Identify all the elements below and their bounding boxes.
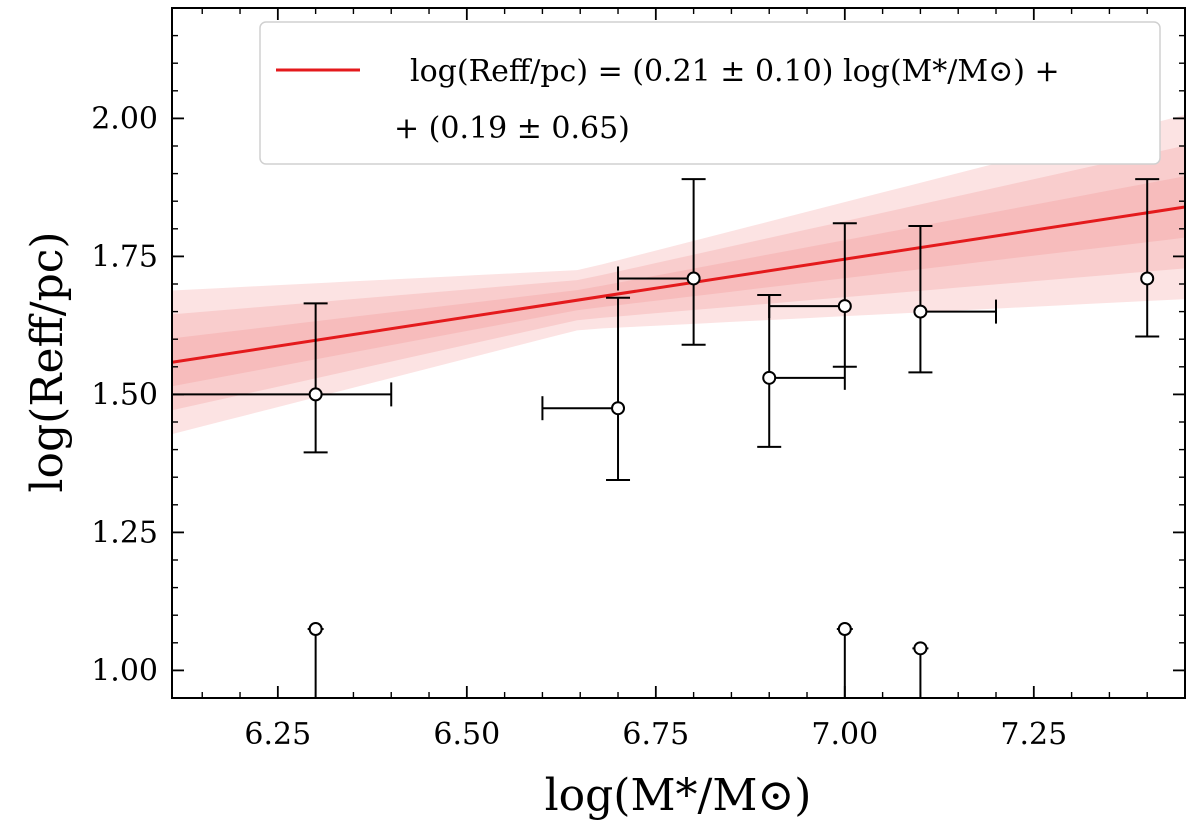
x-tick-label: 7.00 [811, 717, 878, 752]
data-point-5 [768, 222, 857, 368]
fit-line [172, 205, 1185, 364]
data-marker [308, 387, 323, 402]
legend: log(Reff/pc) = (0.21 ± 0.10) log(M*/M⊙) … [259, 21, 1161, 165]
legend-box [259, 21, 1161, 165]
limit-marker [913, 641, 928, 656]
limit-marker [308, 622, 323, 636]
y-tick-label: 2.00 [91, 101, 158, 136]
limit-marker [837, 622, 852, 636]
data-point-3 [617, 178, 706, 346]
upper-limit-points [307, 622, 929, 698]
x-tick-label: 6.50 [433, 717, 500, 752]
fit-line-group [172, 205, 1185, 364]
x-tick-label: 7.25 [1000, 717, 1067, 752]
tick-labels: 6.25 6.50 6.75 7.00 7.25 1.00 1.25 1.50 1.75 2.00 [91, 101, 1067, 752]
upper-limit-1 [307, 622, 324, 698]
y-tick-label: 1.00 [91, 653, 158, 688]
y-tick-label: 1.50 [91, 377, 158, 412]
data-marker [837, 299, 852, 314]
confidence-band-1 [172, 176, 1185, 387]
data-point-7 [1135, 178, 1160, 338]
data-point-2 [541, 296, 631, 481]
data-point-6 [908, 225, 998, 374]
x-axis-label: log(M*/M⊙) [545, 770, 812, 821]
axis-ticks [172, 7, 1186, 698]
data-marker [762, 370, 777, 385]
data-marker [1140, 271, 1155, 286]
x-tick-label: 6.25 [244, 717, 311, 752]
data-marker [686, 271, 701, 286]
data-marker [611, 401, 626, 416]
y-tick-label: 1.25 [91, 515, 158, 550]
legend-line-1: log(Reff/pc) = (0.21 ± 0.10) log(M*/M⊙) … [410, 54, 1060, 89]
y-tick-label: 1.75 [91, 239, 158, 274]
x-tick-label: 6.75 [622, 717, 689, 752]
legend-line-2: + (0.19 ± 0.65) [394, 111, 630, 146]
data-marker [913, 304, 928, 319]
confidence-band-3 [172, 114, 1185, 435]
y-axis-label: log(Reff/pc) [22, 231, 73, 492]
plot-frame [171, 7, 1186, 699]
